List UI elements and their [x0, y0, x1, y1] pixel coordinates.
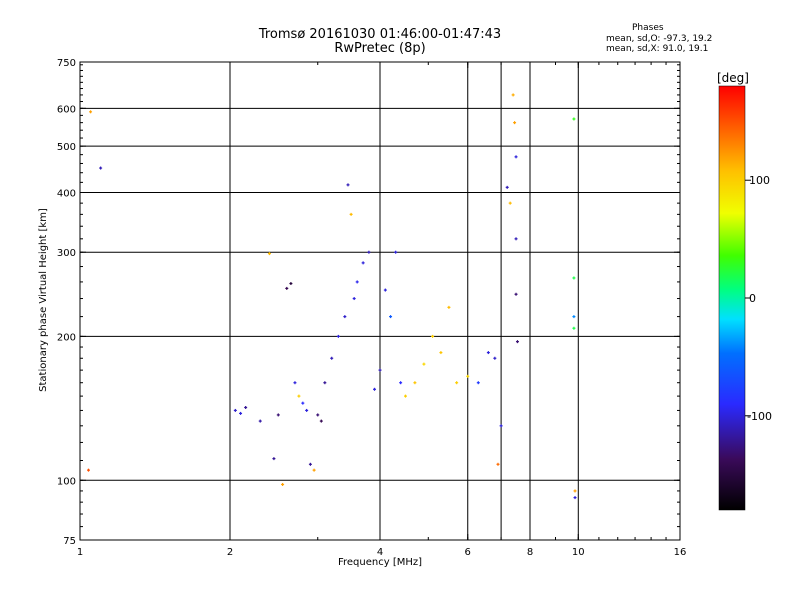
- y-tick-label: 75: [63, 536, 76, 547]
- data-point: [394, 250, 398, 254]
- data-point: [514, 292, 518, 296]
- chart-title-line1: Tromsø 20161030 01:46:00-01:47:43: [258, 27, 502, 42]
- scatter-points: [86, 93, 577, 500]
- y-tick-label: 750: [57, 58, 76, 69]
- data-point: [466, 374, 470, 378]
- data-point: [244, 405, 248, 409]
- data-point: [403, 394, 407, 398]
- data-point: [572, 117, 576, 121]
- data-point: [289, 282, 293, 286]
- data-point: [301, 401, 305, 405]
- data-point: [439, 351, 443, 355]
- x-tick-label: 8: [527, 547, 533, 558]
- y-tick-label: 200: [57, 332, 76, 343]
- y-axis-label: Stationary phase Virtual Height [km]: [38, 208, 49, 392]
- x-tick-label: 2: [227, 547, 233, 558]
- data-point: [572, 326, 576, 330]
- x-tick-label: 10: [572, 547, 585, 558]
- data-point: [378, 368, 382, 372]
- colorbar-ticks: 100 0 -100: [745, 174, 772, 423]
- chart-title-line2: RwPretec (8p): [334, 41, 426, 56]
- data-point: [89, 110, 93, 114]
- data-point: [319, 419, 323, 423]
- data-point: [486, 351, 490, 355]
- data-point: [281, 482, 285, 486]
- data-point: [493, 356, 497, 360]
- data-point: [413, 381, 417, 385]
- phases-o-stats: mean, sd,O: -97.3, 19.2: [606, 34, 713, 44]
- x-tick-label: 16: [674, 547, 687, 558]
- data-point: [312, 468, 316, 472]
- y-tick-label: 300: [57, 248, 76, 259]
- data-point: [343, 315, 347, 319]
- data-point: [355, 280, 359, 284]
- data-point: [447, 305, 451, 309]
- data-point: [352, 297, 356, 301]
- data-point: [293, 381, 297, 385]
- data-point: [496, 462, 500, 466]
- x-tick-label: 4: [377, 547, 383, 558]
- data-point: [455, 381, 459, 385]
- data-point: [499, 424, 503, 428]
- data-point: [361, 261, 365, 265]
- data-point: [233, 408, 237, 412]
- data-point: [573, 489, 577, 493]
- y-tick-label: 500: [57, 142, 76, 153]
- axis-ticks: [79, 61, 681, 541]
- data-point: [399, 381, 403, 385]
- colorbar-tick-label: 0: [749, 292, 756, 305]
- data-point: [267, 252, 271, 256]
- data-point: [514, 237, 518, 241]
- data-point: [316, 413, 320, 417]
- phases-x-stats: mean, sd,X: 91.0, 19.1: [606, 44, 709, 54]
- grid-lines: [80, 62, 680, 540]
- data-point: [515, 340, 519, 344]
- data-point: [422, 362, 426, 366]
- data-point: [383, 288, 387, 292]
- colorbar: [718, 85, 746, 511]
- data-point: [308, 462, 312, 466]
- data-point: [573, 496, 577, 500]
- data-point: [297, 394, 301, 398]
- data-point: [330, 356, 334, 360]
- data-point: [349, 212, 353, 216]
- data-point: [336, 334, 340, 338]
- y-tick-label: 600: [57, 104, 76, 115]
- data-point: [239, 411, 243, 415]
- phases-heading: Phases: [632, 23, 664, 33]
- colorbar-tick-label: -100: [747, 410, 772, 423]
- data-point: [323, 381, 327, 385]
- data-point: [572, 315, 576, 319]
- colorbar-tick-label: 100: [749, 174, 770, 187]
- data-point: [285, 286, 289, 290]
- data-point: [514, 155, 518, 159]
- x-tick-label: 6: [465, 547, 471, 558]
- data-point: [305, 408, 309, 412]
- data-point: [86, 468, 90, 472]
- y-tick-label: 100: [57, 476, 76, 487]
- data-point: [476, 381, 480, 385]
- axis-tick-labels: 1 2 4 6 8 10 16 75 100 200 300 400 500 600 750: [57, 58, 686, 558]
- data-point: [99, 166, 103, 170]
- data-point: [389, 315, 393, 319]
- data-point: [258, 419, 262, 423]
- data-point: [431, 334, 435, 338]
- data-point: [513, 121, 517, 125]
- data-point: [276, 413, 280, 417]
- data-point: [373, 387, 377, 391]
- x-tick-label: 1: [77, 547, 83, 558]
- data-point: [272, 457, 276, 461]
- data-point: [508, 201, 512, 205]
- data-point: [346, 183, 350, 187]
- colorbar-unit-label: [deg]: [717, 71, 749, 85]
- data-point: [367, 250, 371, 254]
- data-point: [511, 93, 515, 97]
- x-axis-label: Frequency [MHz]: [337, 557, 423, 568]
- data-point: [572, 276, 576, 280]
- data-point: [505, 185, 509, 189]
- y-tick-label: 400: [57, 188, 76, 199]
